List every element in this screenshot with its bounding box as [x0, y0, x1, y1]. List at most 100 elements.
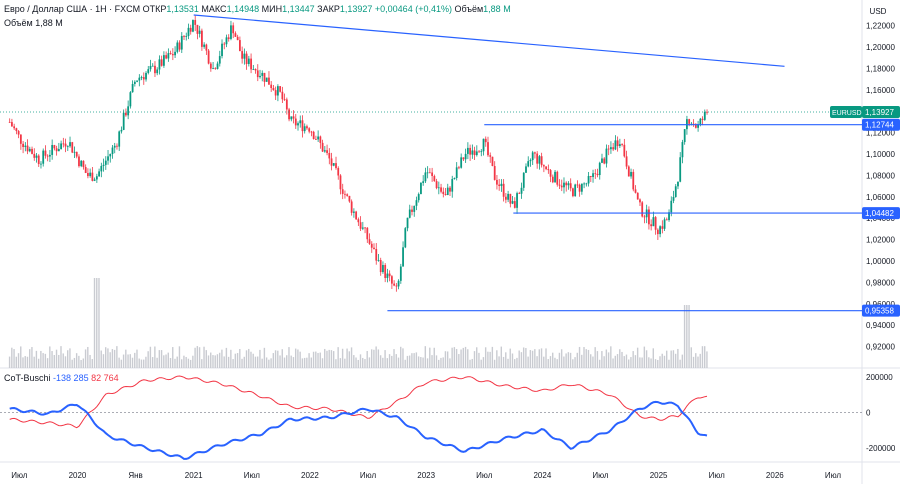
candle-body	[650, 224, 653, 227]
candle-body	[167, 53, 170, 59]
y-tick-label: 0,96000	[866, 300, 895, 309]
volume-bar	[364, 359, 366, 368]
candle-body	[165, 55, 168, 59]
volume-bar	[236, 353, 239, 368]
volume-bar	[64, 356, 67, 368]
candle-body	[180, 36, 183, 50]
candle-body	[701, 118, 704, 120]
candle-body	[471, 150, 474, 155]
volume-bar	[672, 350, 675, 368]
volume-bar	[245, 350, 248, 368]
volume-bar	[654, 359, 657, 368]
volume-bar	[659, 356, 661, 368]
volume-bar	[283, 357, 286, 368]
volume-bar	[98, 278, 100, 368]
volume-bar	[214, 355, 216, 368]
volume-bar	[259, 349, 261, 368]
y-tick-label: 1,16000	[866, 86, 895, 95]
volume-bar	[440, 357, 442, 368]
volume-bar	[315, 351, 317, 368]
volume-bar	[639, 357, 641, 368]
volume-label: Объём	[454, 4, 484, 14]
candle-body	[22, 143, 24, 147]
volume-bar	[134, 352, 136, 368]
volume-bar	[355, 357, 357, 368]
volume-bar	[377, 349, 380, 368]
volume-bar	[657, 359, 659, 368]
candle-body	[299, 120, 302, 124]
volume-line-value: 1,88 M	[35, 18, 63, 28]
candle-body	[73, 151, 76, 153]
level-price-tag	[862, 304, 900, 317]
candle-body	[75, 151, 78, 157]
volume-bar	[142, 359, 145, 368]
candle-body	[529, 160, 532, 162]
candle-body	[478, 151, 480, 153]
volume-bar	[614, 355, 616, 368]
candle-body	[109, 153, 112, 157]
candle-body	[536, 153, 539, 164]
volume-bar	[397, 357, 400, 368]
volume-bar	[518, 350, 520, 368]
current-price-tag	[862, 106, 900, 119]
volume-bar	[509, 348, 511, 368]
volume-bar	[703, 346, 706, 368]
volume-bar	[69, 348, 71, 368]
volume-bar	[451, 347, 453, 368]
volume-bar	[587, 349, 590, 368]
volume-bar	[607, 352, 610, 368]
volume-bar	[93, 278, 96, 368]
volume-bar	[109, 352, 111, 368]
candle-body	[107, 156, 109, 161]
candle-body	[683, 129, 686, 143]
candle-body	[185, 35, 188, 37]
candle-body	[129, 92, 132, 107]
candle-body	[641, 202, 644, 217]
candle-body	[337, 168, 340, 176]
candle-body	[245, 53, 248, 65]
volume-bar	[507, 358, 509, 368]
candle-body	[627, 166, 630, 177]
volume-bar	[129, 354, 131, 368]
volume-bar	[100, 350, 102, 368]
volume-bar	[254, 356, 257, 368]
candle-body	[531, 152, 534, 161]
x-tick-label: Июл	[11, 471, 28, 480]
volume-bar	[310, 357, 313, 368]
candle-body	[520, 187, 523, 194]
volume-bar	[581, 354, 583, 368]
volume-bar	[176, 356, 178, 368]
candle-body	[502, 183, 505, 197]
candle-body	[352, 211, 355, 213]
volume-bar	[605, 349, 608, 368]
volume-bar	[502, 356, 505, 368]
volume-bar	[480, 359, 482, 368]
x-tick-label: 2021	[185, 471, 203, 480]
candle-body	[670, 200, 673, 213]
candle-body	[656, 229, 659, 235]
candle-body	[158, 59, 161, 70]
volume-bar	[75, 353, 78, 368]
candle-body	[274, 90, 277, 96]
symbol-tag-label: EURUSD	[832, 110, 862, 117]
volume-bar	[22, 357, 24, 368]
candle-body	[424, 172, 427, 182]
volume-bar	[73, 357, 76, 368]
volume-bar	[563, 356, 565, 368]
volume-bar	[149, 346, 152, 368]
candle-body	[589, 176, 592, 178]
volume-bar	[151, 357, 154, 368]
volume-bar	[225, 347, 228, 368]
volume-bar	[525, 348, 527, 368]
candle-body	[156, 69, 159, 74]
volume-bar	[681, 354, 684, 368]
candle-body	[335, 163, 337, 169]
volume-bar	[645, 350, 648, 368]
volume-bar	[446, 351, 449, 368]
y-tick-label: 1,02000	[866, 236, 895, 245]
indicator-blue-value: -138 285	[53, 373, 89, 383]
volume-bar	[406, 355, 409, 368]
volume-bar	[572, 359, 574, 368]
